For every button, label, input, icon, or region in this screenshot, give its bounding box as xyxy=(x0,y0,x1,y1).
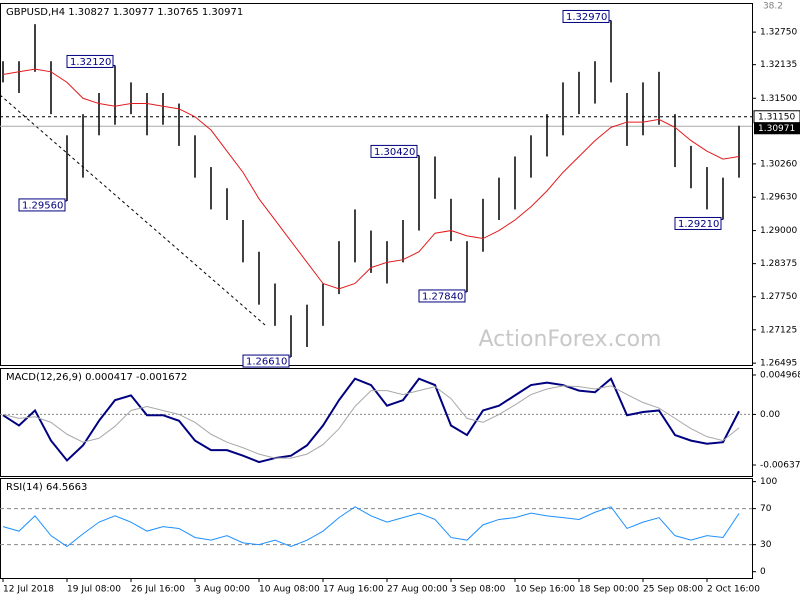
x-tick-label: 19 Jul 08:00 xyxy=(67,585,121,595)
y-tick-label: 1.32135 xyxy=(760,60,797,70)
x-tick-label: 3 Sep 08:00 xyxy=(451,585,506,595)
fib-label: 38.2 xyxy=(763,2,783,12)
watermark: ActionForex.com xyxy=(479,327,662,352)
annotation-box xyxy=(370,144,418,158)
trend-line xyxy=(0,94,266,326)
panel-title: RSI(14) 64.5663 xyxy=(6,482,87,493)
annotation-box xyxy=(66,54,114,68)
x-tick-label: 10 Sep 16:00 xyxy=(515,585,575,595)
series-line xyxy=(2,506,740,548)
y-tick-label: 1.32750 xyxy=(760,28,797,38)
series-line xyxy=(2,385,740,459)
x-tick-label: 2 Oct 16:00 xyxy=(707,585,760,595)
x-tick-label: 18 Sep 00:00 xyxy=(579,585,639,595)
panel-frame xyxy=(0,478,753,579)
x-tick-label: 27 Aug 00:00 xyxy=(387,585,448,595)
annotation-box xyxy=(674,216,722,230)
x-tick-label: 12 Jul 2018 xyxy=(3,585,54,595)
y-tick-label: 1.28375 xyxy=(760,259,797,269)
x-tick-label: 17 Aug 16:00 xyxy=(323,585,384,595)
x-tick-label: 25 Sep 08:00 xyxy=(643,585,703,595)
series-line xyxy=(2,68,740,290)
annotation-box xyxy=(242,354,290,368)
annotation-label: 1.29210 xyxy=(678,219,719,230)
annotation-box xyxy=(418,289,466,303)
y-tick-label: 100 xyxy=(760,477,777,487)
x-tick-label: 26 Jul 16:00 xyxy=(131,585,185,595)
y-tick-label: 1.30260 xyxy=(760,159,797,169)
current-box xyxy=(754,122,800,135)
panel-title: MACD(12,26,9) 0.000417 -0.001672 xyxy=(6,372,187,383)
annotation-label: 1.29560 xyxy=(22,200,63,211)
y-tick-label: 1.29000 xyxy=(760,226,797,236)
y-tick-label: 1.26495 xyxy=(760,359,797,369)
y-tick-label: 0.00 xyxy=(760,410,780,420)
annotation-box xyxy=(562,9,610,23)
y-tick-label: 0 xyxy=(760,567,766,577)
y-tick-label: 70 xyxy=(760,504,772,514)
x-tick-label: 3 Aug 00:00 xyxy=(195,585,250,595)
y-tick-label: 1.31500 xyxy=(760,94,797,104)
annotation-label: 1.32970 xyxy=(566,12,607,23)
annotation-label: 1.32120 xyxy=(70,57,111,68)
y-tick-label: 1.27125 xyxy=(760,325,797,335)
y-tick-label: -0.006372 xyxy=(760,460,800,470)
series-line xyxy=(2,377,740,464)
panel-frame xyxy=(0,368,753,477)
current-label: 1.30971 xyxy=(758,124,795,134)
annotation-label: 1.26610 xyxy=(246,357,287,368)
y-tick-label: 30 xyxy=(760,540,772,550)
annotation-box xyxy=(18,198,66,212)
panel-title: GBPUSD,H4 1.30827 1.30977 1.30765 1.3097… xyxy=(6,7,243,18)
x-tick-label: 10 Aug 08:00 xyxy=(259,585,320,595)
annotation-label: 1.30420 xyxy=(374,147,415,158)
y-tick-label: 0.004968 xyxy=(760,370,800,380)
level-label: 1.31150 xyxy=(758,112,795,122)
panel-frame xyxy=(0,3,753,366)
y-tick-label: 1.29630 xyxy=(760,193,797,203)
y-tick-label: 1.27750 xyxy=(760,292,797,302)
annotation-label: 1.27840 xyxy=(422,291,463,302)
